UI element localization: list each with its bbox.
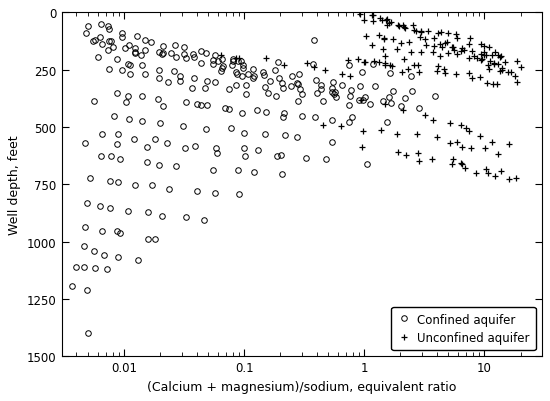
- Confined aquifer: [387, 101, 394, 106]
- Legend: Confined aquifer, Unconfined aquifer: Confined aquifer, Unconfined aquifer: [392, 307, 536, 350]
- Confined aquifer: [97, 23, 104, 28]
- Confined aquifer: [85, 331, 91, 336]
- Unconfined aquifer: [462, 166, 469, 170]
- Unconfined aquifer: [518, 65, 524, 70]
- Unconfined aquifer: [435, 64, 442, 69]
- Line: Confined aquifer: Confined aquifer: [69, 23, 437, 336]
- Unconfined aquifer: [356, 12, 363, 17]
- X-axis label: (Calcium + magnesium)/sodium, equivalent ratio: (Calcium + magnesium)/sodium, equivalent…: [147, 380, 456, 393]
- Unconfined aquifer: [498, 169, 504, 174]
- Confined aquifer: [297, 87, 304, 92]
- Confined aquifer: [219, 58, 225, 63]
- Unconfined aquifer: [512, 74, 518, 79]
- Unconfined aquifer: [506, 177, 513, 182]
- Confined aquifer: [85, 24, 91, 29]
- Confined aquifer: [239, 111, 245, 116]
- Confined aquifer: [364, 162, 370, 166]
- Unconfined aquifer: [444, 40, 450, 45]
- Confined aquifer: [349, 116, 355, 121]
- Confined aquifer: [177, 80, 184, 85]
- Line: Unconfined aquifer: Unconfined aquifer: [217, 12, 524, 182]
- Y-axis label: Well depth, feet: Well depth, feet: [8, 135, 21, 235]
- Unconfined aquifer: [395, 23, 402, 28]
